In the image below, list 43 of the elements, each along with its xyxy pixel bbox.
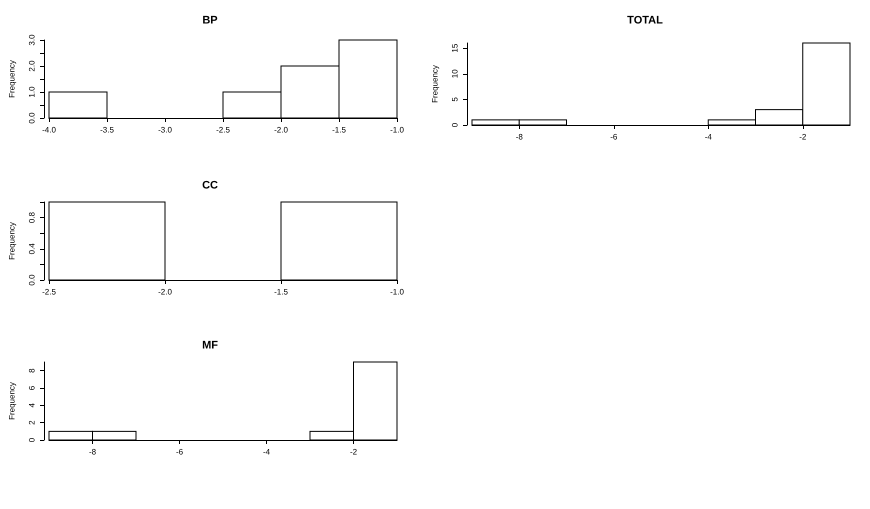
x-tick-label: -2.0 <box>158 288 172 296</box>
x-tick-label: -2.5 <box>42 288 56 296</box>
y-tick-label: 4 <box>28 402 36 408</box>
y-tick-label: 0 <box>450 122 460 128</box>
y-tick-label: 0 <box>28 437 36 442</box>
y-tick-label: 3.0 <box>28 34 36 46</box>
x-tick-label: -4.0 <box>42 126 56 134</box>
y-tick-label: 0.4 <box>28 242 36 254</box>
x-tick-label: -1.5 <box>274 288 288 296</box>
x-tick-label: -1.5 <box>332 126 346 134</box>
y-tick-label: 5 <box>450 96 460 102</box>
y-axis-title: Frequency <box>8 60 16 98</box>
x-tick-label: -3.5 <box>100 126 114 134</box>
y-tick-label: 2 <box>28 420 36 425</box>
y-tick-label: 0.0 <box>28 112 36 124</box>
y-axis-title: Frequency <box>8 382 16 420</box>
y-axis-title: Frequency <box>430 65 440 103</box>
x-tick-label: -4 <box>704 132 712 142</box>
y-tick-label: 15 <box>450 43 460 53</box>
y-tick-label: 0.0 <box>28 274 36 286</box>
x-tick-label: -2 <box>799 132 807 142</box>
y-tick-label: 6 <box>28 385 36 390</box>
x-tick-label: -4 <box>262 448 271 456</box>
x-tick-label: -6 <box>610 132 618 142</box>
x-tick-label: -2.0 <box>274 126 288 134</box>
y-axis-title: Frequency <box>8 222 16 260</box>
chart-title: BP <box>202 14 218 26</box>
chart-title: CC <box>202 180 218 192</box>
y-tick-label: 8 <box>28 368 36 373</box>
x-tick-label: -8 <box>88 448 97 456</box>
y-tick-label: 2.0 <box>28 60 36 72</box>
y-tick-label: 1.0 <box>28 86 36 98</box>
chart-title: MF <box>202 340 218 352</box>
x-tick-label: -3.0 <box>158 126 172 134</box>
y-tick-label: 10 <box>450 68 460 78</box>
chart-title: TOTAL <box>627 14 664 26</box>
x-tick-label: -2 <box>350 448 358 456</box>
x-tick-label: -8 <box>516 132 524 142</box>
x-tick-label: -1.0 <box>390 288 404 296</box>
x-tick-label: -6 <box>176 448 184 456</box>
x-tick-label: -2.5 <box>216 126 230 134</box>
x-tick-label: -1.0 <box>390 126 404 134</box>
y-tick-label: 0.8 <box>28 211 36 224</box>
